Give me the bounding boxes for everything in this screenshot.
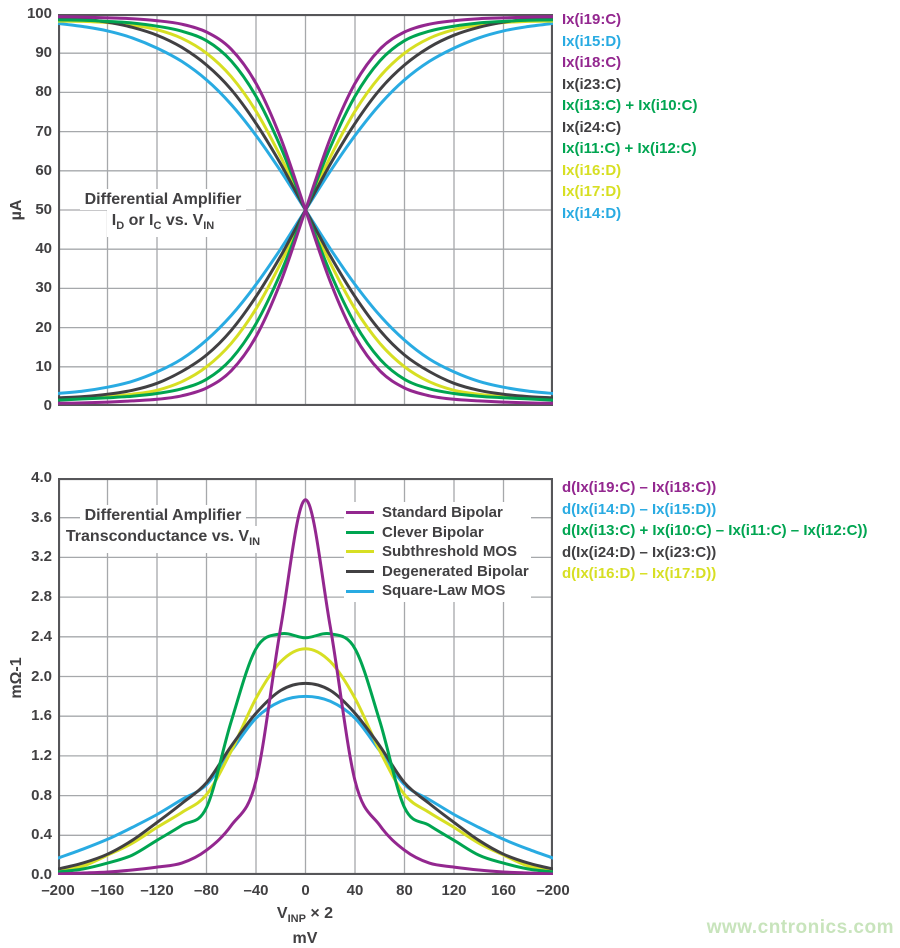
device-legend-label: Subthreshold MOS (382, 543, 517, 561)
device-legend-item: Clever Bipolar (346, 523, 529, 543)
y-tick-label: 0.4 (31, 826, 52, 844)
transconductance-right-legend: d(Ix(i19:C) – Ix(i18:C)) d(Ix(i14:D) – Ix… (562, 477, 868, 585)
transfer-chart-title: Differential Amplifier ID or IC vs. VIN (51, 189, 275, 238)
legend-item: d(Ix(i24:D) – Ix(i23:C)) (562, 543, 717, 561)
y-tick-label: 3.6 (31, 508, 52, 526)
x-axis-label: VINP × 2 mV (205, 904, 405, 948)
y-tick-label: 4.0 (31, 469, 52, 486)
y-tick-label: 60 (35, 161, 52, 179)
legend-item: d(Ix(i13:C) + Ix(i10:C) – Ix(i11:C) – Ix… (562, 522, 868, 539)
y-tick-label: 1.2 (31, 746, 52, 764)
y-tick-label: 50 (35, 201, 52, 218)
series-Ix(i18:C) (58, 15, 553, 405)
x-tick-label: 80 (396, 882, 413, 899)
device-legend-item: Square-Law MOS (346, 581, 529, 601)
x-tick-label: –40 (243, 882, 269, 899)
legend-line-swatch (346, 570, 374, 574)
x-tick-label: 160 (490, 882, 517, 899)
transfer-right-legend: Ix(i19:C) Ix(i15:D) Ix(i18:C) Ix(i23:C) Ix(i… (562, 9, 697, 224)
transconductance-title-line2: Transconductance vs. VIN (60, 526, 266, 554)
y-tick-label: 0.8 (31, 786, 52, 804)
legend-item: Ix(i16:D) (562, 161, 622, 179)
series-Standard Bipolar (58, 498, 553, 875)
transfer-title-line2: ID or IC vs. VIN (106, 210, 220, 238)
y-tick-label: 2.0 (31, 667, 52, 685)
plot-frame (58, 14, 553, 406)
transconductance-chart-title: Differential Amplifier Transconductance … (43, 505, 283, 554)
series-Clever Bipolar (58, 631, 553, 874)
x-tick-label: –200 (536, 882, 570, 899)
x-tick-label: –80 (193, 882, 220, 899)
legend-item: Ix(i11:C) + Ix(i12:C) (562, 140, 697, 157)
x-tick-label: –120 (140, 882, 174, 899)
legend-item: d(Ix(i16:D) – Ix(i17:D)) (562, 565, 717, 582)
legend-line-swatch (346, 511, 374, 515)
y-tick-label: 0.0 (31, 866, 52, 883)
legend-item: Ix(i15:D) (562, 32, 622, 50)
series-Degenerated Bipolar (58, 681, 553, 871)
y-tick-label: 70 (35, 122, 52, 140)
legend-item: Ix(i23:C) (562, 75, 622, 93)
x-axis-label-line2: mV (292, 930, 318, 948)
device-legend-item: Standard Bipolar (346, 503, 529, 523)
y-tick-label: 40 (35, 240, 52, 258)
legend-item: Ix(i19:C) (562, 11, 622, 28)
device-legend-label: Standard Bipolar (382, 504, 503, 521)
series-Square-Law MOS (58, 694, 553, 860)
x-axis-label-line1: VINP × 2 (276, 905, 334, 926)
device-legend-label: Clever Bipolar (382, 523, 484, 541)
y-tick-label: 80 (35, 83, 52, 101)
y-tick-label: 2.4 (31, 627, 52, 645)
transconductance-title-line1: Differential Amplifier (79, 505, 247, 526)
plot-frame (58, 478, 553, 875)
y-tick-label: 3.2 (31, 548, 52, 566)
legend-line-swatch (346, 530, 374, 534)
transconductance-y-axis-label: mΩ-1 (8, 657, 25, 699)
device-type-legend: Standard Bipolar Clever Bipolar Subthresho… (344, 502, 531, 602)
y-tick-label: 20 (35, 318, 52, 336)
legend-item: Ix(i17:D) (562, 183, 622, 200)
transfer-curves-plot (58, 14, 553, 406)
y-tick-label: 0 (43, 397, 52, 414)
device-legend-label: Degenerated Bipolar (382, 562, 529, 580)
x-tick-label: 120 (441, 882, 467, 899)
x-tick-label: –200 (41, 882, 75, 899)
legend-item: d(Ix(i14:D) – Ix(i15:D)) (562, 500, 717, 518)
x-tick-label: 0 (301, 882, 310, 899)
legend-item: Ix(i24:C) (562, 118, 622, 136)
y-tick-label: 10 (35, 357, 52, 375)
transfer-y-axis-label: µA (8, 199, 25, 221)
y-tick-label: 100 (26, 5, 52, 22)
device-legend-label: Square-Law MOS (382, 582, 506, 600)
y-tick-label: 30 (35, 279, 52, 297)
legend-item: d(Ix(i19:C) – Ix(i18:C)) (562, 479, 717, 496)
legend-item: Ix(i18:C) (562, 54, 622, 71)
x-tick-label: –160 (90, 882, 125, 899)
x-tick-label: 40 (346, 882, 364, 899)
y-tick-label: 1.6 (31, 707, 52, 725)
y-tick-label: 90 (35, 44, 52, 62)
legend-item: Ix(i14:D) (562, 204, 622, 222)
watermark: www.cntronics.com (706, 917, 894, 938)
series-Subthreshold MOS (58, 647, 553, 872)
device-legend-item: Subthreshold MOS (346, 542, 529, 562)
legend-line-swatch (346, 589, 374, 593)
legend-item: Ix(i13:C) + Ix(i10:C) (562, 97, 698, 114)
device-legend-item: Degenerated Bipolar (346, 562, 529, 582)
y-tick-label: 2.8 (31, 588, 52, 606)
transfer-title-line1: Differential Amplifier (79, 189, 247, 210)
legend-line-swatch (346, 550, 374, 554)
